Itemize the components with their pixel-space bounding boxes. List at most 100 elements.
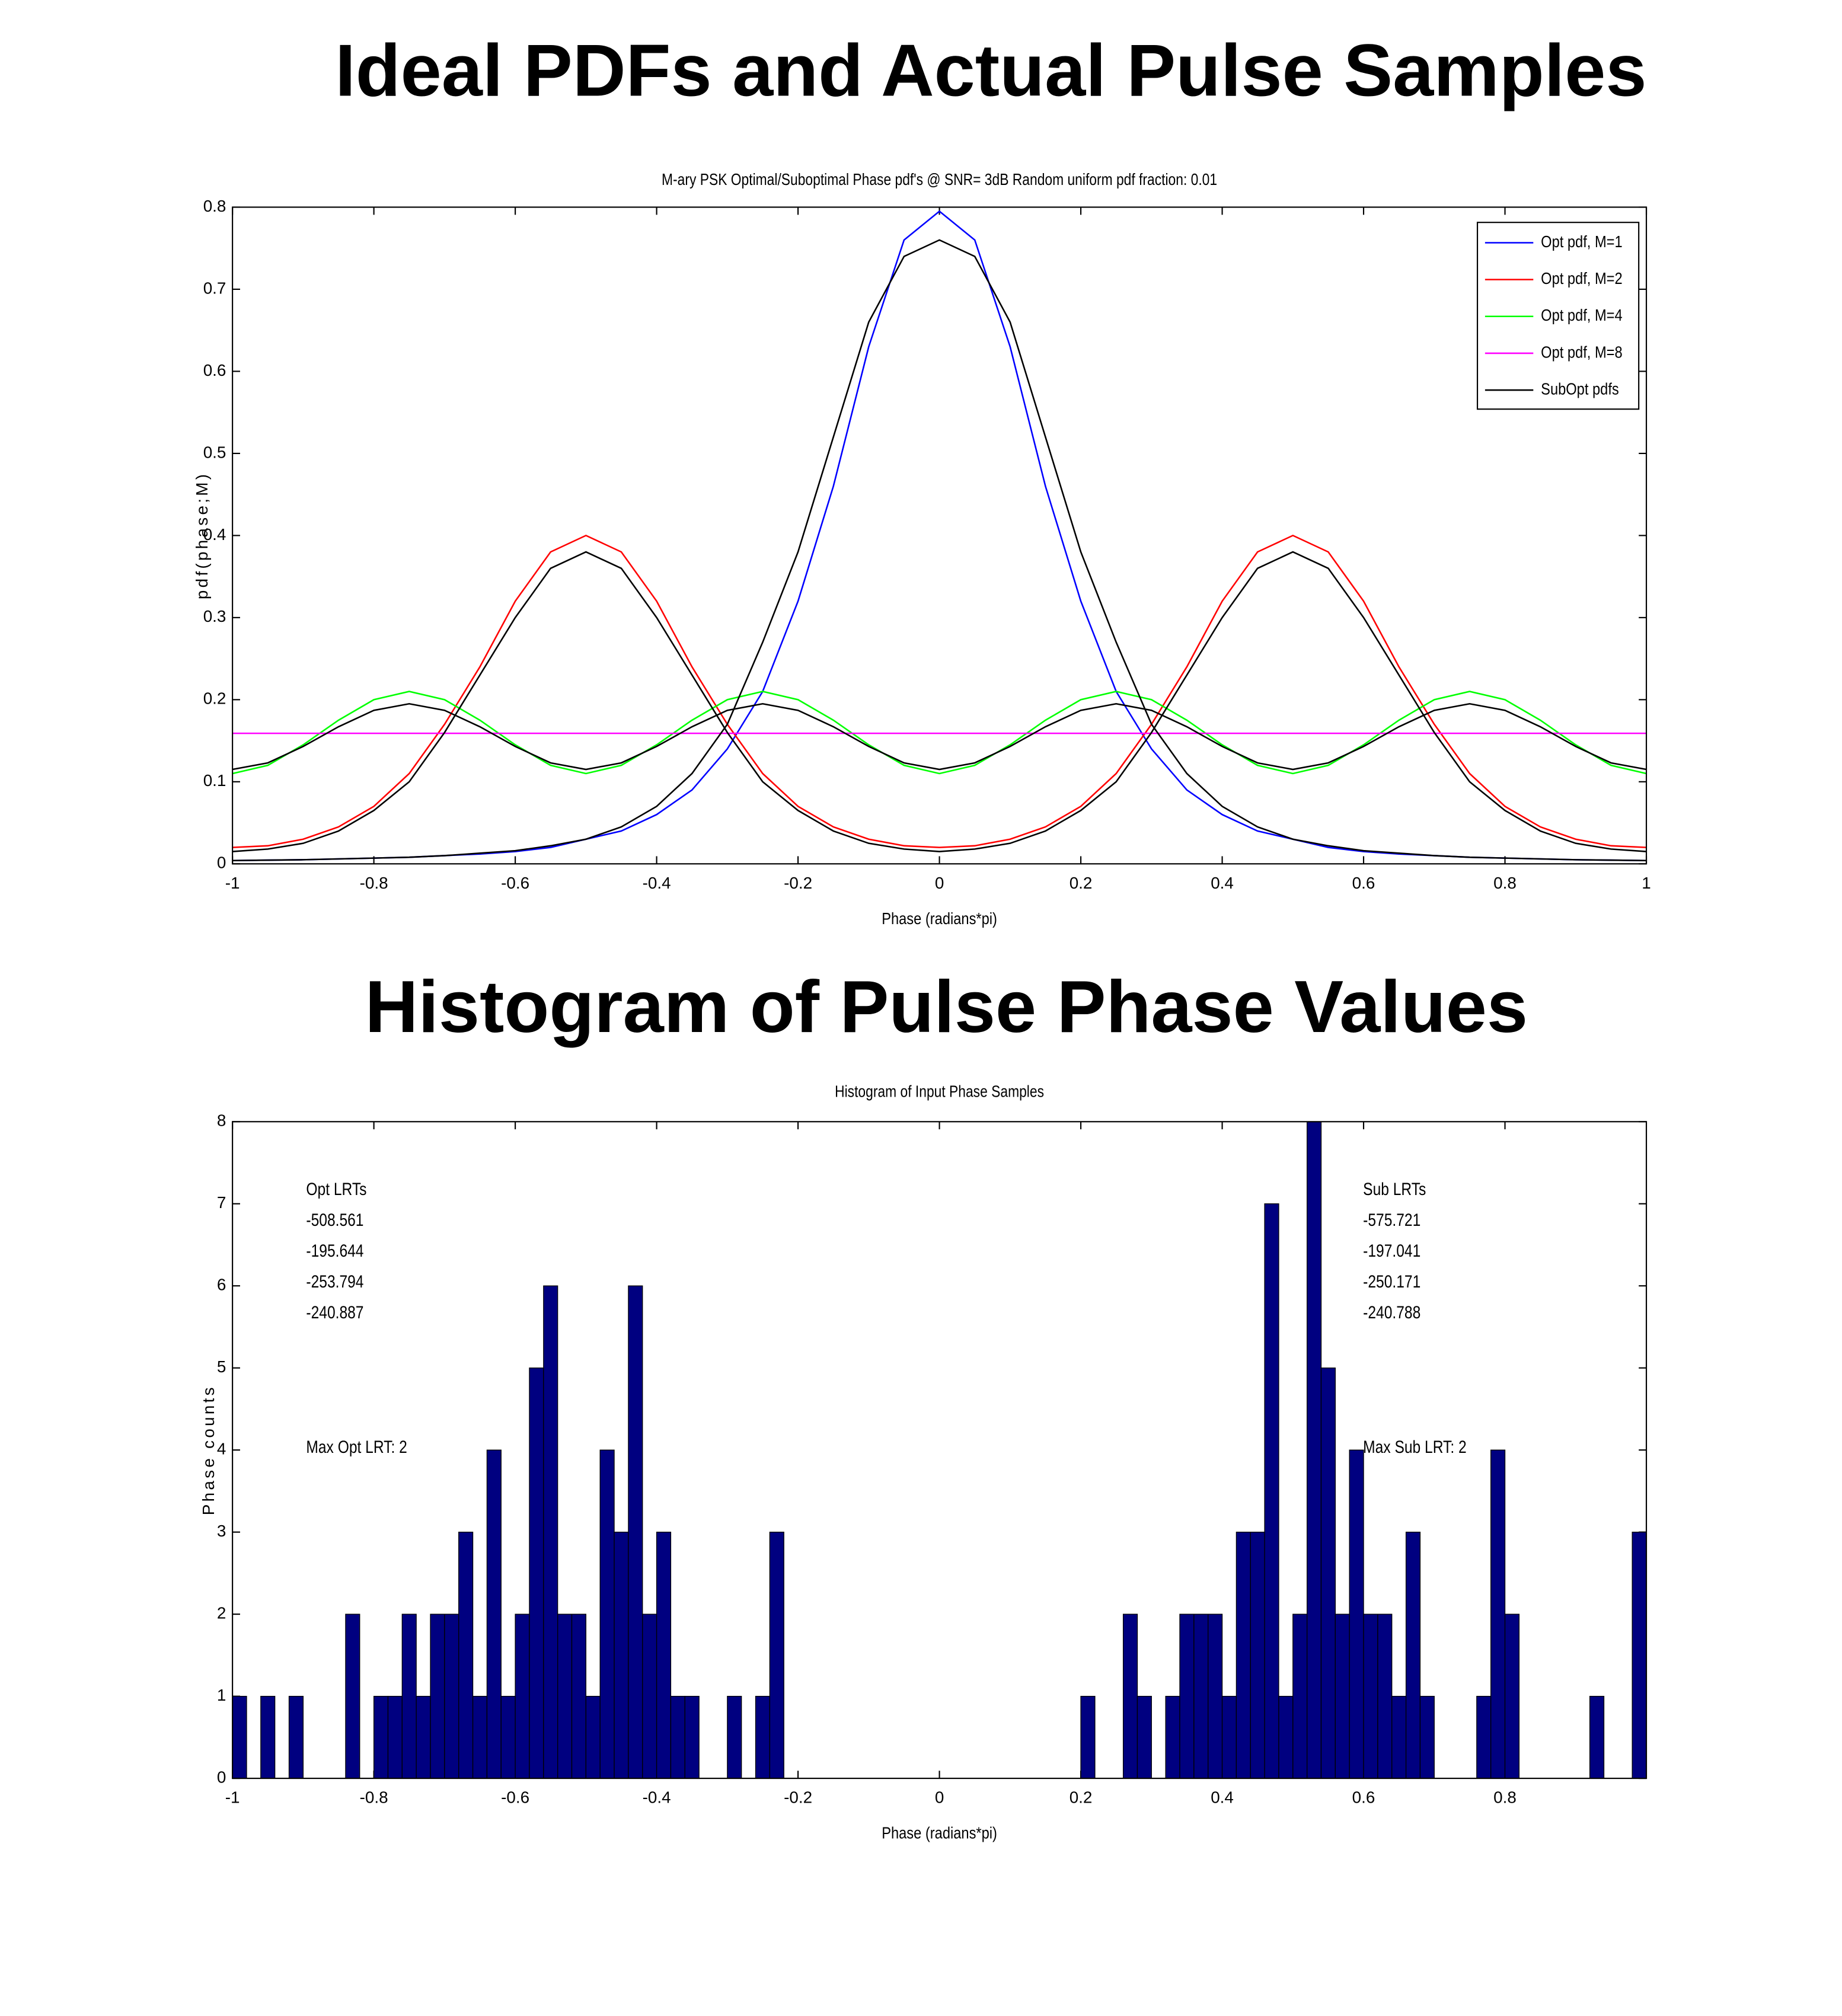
y-axis-label: Phase counts [199,1385,218,1515]
x-tick-label: 0.4 [1211,1788,1234,1807]
histogram-bar [1349,1449,1364,1779]
histogram-bar [1165,1695,1180,1779]
x-tick-label: 0.6 [1352,874,1375,892]
y-tick-label: 4 [217,1440,226,1458]
histogram-bar [1278,1695,1294,1779]
histogram-bar [1236,1532,1251,1779]
y-tick-label: 0 [217,1768,226,1786]
legend-label: Opt pdf, M=2 [1541,270,1623,287]
series-line [232,239,1647,862]
histogram-bar [486,1449,502,1779]
x-tick-label: -0.6 [501,874,529,892]
histogram-bar [1208,1614,1223,1779]
heading: Ideal PDFs and Actual Pulse Samples [335,30,1646,112]
histogram-bar [1476,1695,1492,1779]
histogram-bar [1632,1532,1647,1779]
x-tick-label: -1 [225,874,240,892]
histogram-bar [387,1695,403,1779]
legend-label: SubOpt pdfs [1541,381,1619,398]
histogram-bar [1179,1614,1195,1779]
y-tick-label: 8 [217,1111,226,1130]
y-tick-label: 0.6 [203,361,226,379]
x-tick-label: -0.8 [360,1788,388,1807]
histogram-bar [515,1614,530,1779]
x-tick-label: 0 [935,874,944,892]
annotation: -575.721 [1363,1210,1420,1230]
histogram-bar [1589,1695,1605,1779]
histogram-bar [500,1695,516,1779]
x-tick-label: -0.8 [360,874,388,892]
x-axis-label: Phase (radians*pi) [882,910,997,928]
annotation: -195.644 [306,1241,363,1261]
x-tick-label: 0.2 [1070,874,1093,892]
y-tick-label: 5 [217,1357,226,1376]
histogram-bar [232,1695,247,1779]
x-tick-label: -1 [225,1788,240,1807]
histogram-bar [670,1695,685,1779]
x-tick-label: 1 [1642,874,1651,892]
histogram-bar [1320,1368,1336,1779]
chart-title: Histogram of Input Phase Samples [835,1082,1044,1101]
histogram-bar [599,1449,615,1779]
axes-box [232,206,1648,865]
legend-label: Opt pdf, M=4 [1541,306,1623,324]
histogram-bar [373,1695,389,1779]
histogram-bar [458,1532,474,1779]
histogram-bar [1391,1695,1407,1779]
series-line [232,691,1647,775]
histogram-bar [1264,1203,1279,1779]
y-tick-label: 3 [217,1522,226,1540]
x-tick-label: -0.4 [643,1788,671,1807]
histogram-bar [1137,1695,1152,1779]
x-tick-label: 0.2 [1070,1788,1093,1807]
histogram-bar [416,1695,431,1779]
y-tick-label: 0.3 [203,607,226,625]
histogram-bar [345,1614,360,1779]
histogram-bar [401,1614,417,1779]
histogram-bar [1193,1614,1209,1779]
y-tick-label: 0.1 [203,771,226,790]
histogram-bar [444,1614,459,1779]
histogram-bar [656,1532,672,1779]
histogram-bar [1490,1449,1506,1779]
y-tick-label: 0.7 [203,279,226,297]
x-tick-label: -0.2 [784,874,812,892]
histogram-bar [642,1614,657,1779]
annotation: Max Sub LRT: 2 [1363,1437,1466,1457]
annotation: -253.794 [306,1271,363,1292]
histogram-bar [543,1285,558,1779]
heading: Histogram of Pulse Phase Values [365,966,1528,1048]
histogram-bar [727,1695,742,1779]
x-tick-label: 0.4 [1211,874,1234,892]
histogram-bar [571,1614,586,1779]
histogram-bar [1080,1695,1096,1779]
y-tick-label: 0.8 [203,197,226,215]
annotation: -197.041 [1363,1241,1420,1261]
histogram-bar [557,1614,573,1779]
histogram-bar [288,1695,304,1779]
annotation: -508.561 [306,1210,363,1230]
y-tick-label: 0.2 [203,689,226,708]
histogram-bar [472,1695,488,1779]
x-axis-label: Phase (radians*pi) [882,1825,997,1842]
histogram-bar [430,1614,445,1779]
histogram-bar [1504,1614,1520,1779]
annotation: -240.788 [1363,1302,1420,1322]
x-tick-label: 0.8 [1493,874,1517,892]
y-tick-label: 0.5 [203,443,226,461]
y-tick-label: 6 [217,1276,226,1294]
histogram-bar [260,1695,276,1779]
x-tick-label: 0.8 [1493,1788,1517,1807]
histogram-bar [614,1532,629,1779]
histogram-bar [585,1695,601,1779]
histogram-bar [755,1695,771,1779]
histogram-bar [1377,1614,1393,1779]
x-tick-label: -0.6 [501,1788,529,1807]
histogram-bar [684,1695,700,1779]
y-tick-label: 0 [217,854,226,872]
annotation: Sub LRTs [1363,1179,1426,1199]
histogram-bar [1405,1532,1421,1779]
annotation: -240.887 [306,1302,363,1322]
legend-label: Opt pdf, M=8 [1541,344,1623,362]
axes-box [232,1121,1648,1779]
